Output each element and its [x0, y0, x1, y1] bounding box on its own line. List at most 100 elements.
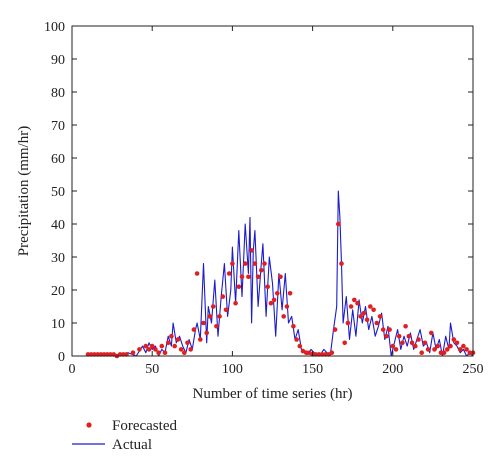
forecasted-point [278, 274, 283, 280]
forecasted-point [204, 330, 209, 336]
forecasted-point [345, 320, 351, 326]
plot-area [72, 190, 476, 359]
forecasted-point [210, 304, 216, 309]
forecasted-point [425, 347, 431, 352]
forecasted-point [396, 333, 402, 339]
forecasted-point [262, 261, 267, 266]
forecasted-point [275, 291, 280, 296]
forecasted-point [374, 320, 380, 326]
forecasted-point [380, 327, 386, 332]
y-tick-label: 80 [51, 86, 65, 101]
forecasted-point [303, 350, 309, 356]
forecasted-point [143, 343, 149, 349]
forecasted-point [413, 343, 418, 349]
forecasted-point [172, 343, 177, 349]
forecasted-point [400, 340, 405, 346]
axes: 0 50 100 150 200 250 0 10 20 30 40 50 60 70 80 90 100 [44, 20, 484, 377]
forecasted-point [259, 267, 264, 273]
x-tick-label: 250 [463, 362, 484, 377]
forecasted-point [393, 347, 399, 352]
forecasted-point [137, 347, 142, 352]
forecasted-point [358, 314, 364, 319]
forecasted-point [249, 248, 254, 253]
y-tick-label: 40 [51, 218, 65, 233]
forecasted-point [332, 327, 338, 332]
forecasted-point [361, 310, 367, 316]
x-tick-label: 50 [145, 362, 159, 377]
forecasted-point [284, 304, 290, 309]
forecasted-point [441, 350, 447, 356]
forecasted-point [406, 333, 412, 339]
forecasted-point [236, 284, 242, 290]
forecasted-point [294, 337, 299, 342]
forecasted-point [242, 261, 248, 266]
forecasted-point [422, 340, 428, 346]
legend-forecasted-label: Forecasted [112, 418, 177, 434]
forecasted-point [445, 347, 450, 352]
forecasted-point [348, 304, 354, 309]
forecasted-point [371, 307, 376, 313]
forecasted-point [461, 343, 466, 349]
forecasted-point [156, 350, 161, 356]
series-actual-line [72, 190, 474, 357]
forecasted-point [364, 317, 370, 323]
y-tick-label: 0 [58, 350, 65, 365]
y-tick-label: 100 [44, 20, 65, 35]
forecasted-point [255, 274, 261, 280]
axes-frame [71, 25, 474, 357]
forecasted-point [416, 337, 421, 342]
forecasted-point [387, 327, 392, 332]
forecasted-point [271, 297, 277, 303]
forecasted-point [153, 347, 158, 352]
forecasted-point [233, 300, 238, 306]
forecasted-point [217, 314, 222, 319]
forecasted-point [185, 340, 190, 346]
forecasted-point [403, 324, 408, 329]
forecasted-point [226, 271, 232, 276]
forecasted-point [352, 297, 357, 303]
forecasted-point [268, 300, 274, 306]
forecasted-point [448, 343, 453, 349]
forecasted-point [165, 340, 171, 346]
forecasted-point [188, 347, 193, 352]
y-tick-label: 90 [51, 53, 65, 68]
forecasted-point [432, 347, 437, 352]
forecasted-point [162, 350, 168, 356]
y-tick-label: 60 [51, 152, 65, 167]
forecasted-point [223, 307, 229, 313]
forecasted-point [169, 333, 174, 339]
forecasted-point [368, 304, 373, 309]
x-tick-label: 100 [222, 362, 243, 377]
forecasted-point [198, 337, 203, 342]
forecasted-point [454, 340, 460, 346]
forecasted-point [355, 300, 360, 306]
forecasted-point [429, 330, 434, 336]
forecasted-point [451, 337, 457, 342]
forecasted-point [207, 314, 213, 319]
forecasted-point [230, 261, 235, 266]
forecasted-point [191, 327, 197, 332]
y-tick-label: 10 [51, 317, 65, 332]
forecasted-point [291, 324, 296, 329]
forecasted-point [438, 350, 444, 356]
forecasted-point [409, 340, 415, 346]
forecasted-point [130, 350, 136, 356]
forecasted-point [252, 261, 258, 266]
legend: Forecasted Actual [72, 418, 177, 453]
forecasted-point [377, 314, 383, 319]
forecasted-point [175, 337, 181, 342]
forecasted-point [265, 284, 271, 290]
forecasted-point [419, 350, 425, 356]
y-tick-label: 20 [51, 284, 65, 299]
forecasted-point [339, 261, 344, 266]
forecasted-point [467, 350, 473, 356]
forecasted-point [281, 314, 287, 319]
forecasted-point [384, 333, 389, 339]
legend-actual-label: Actual [112, 437, 152, 453]
forecasted-point [287, 291, 293, 296]
forecasted-point [201, 320, 206, 326]
forecasted-point [214, 324, 219, 329]
forecasted-point [457, 347, 463, 352]
forecasted-point [182, 350, 187, 356]
forecasted-point [329, 350, 335, 356]
